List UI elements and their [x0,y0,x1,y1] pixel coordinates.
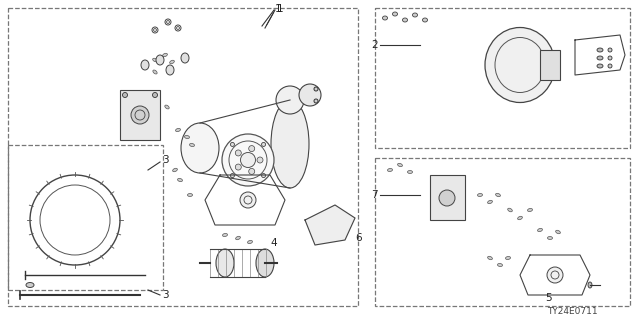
Text: 1: 1 [275,4,282,14]
Ellipse shape [131,106,149,124]
Ellipse shape [152,70,157,74]
Ellipse shape [597,48,603,52]
Ellipse shape [178,178,182,182]
Ellipse shape [488,256,492,260]
Ellipse shape [249,146,255,152]
Text: 7: 7 [371,190,378,200]
Text: 2: 2 [371,40,378,50]
Ellipse shape [314,99,318,103]
Bar [8,8,358,306]
Ellipse shape [527,209,532,212]
Ellipse shape [230,173,234,178]
Ellipse shape [236,236,241,240]
Ellipse shape [497,263,502,267]
Ellipse shape [388,168,392,172]
Ellipse shape [276,86,304,114]
Bar [8,145,163,290]
Bar [430,175,465,220]
Ellipse shape [518,216,522,220]
Ellipse shape [256,249,274,277]
Ellipse shape [439,190,455,206]
Text: 4: 4 [270,238,276,248]
Bar [540,50,560,80]
Text: 5: 5 [545,293,552,303]
Ellipse shape [230,142,234,147]
Ellipse shape [154,28,157,31]
Ellipse shape [299,84,321,106]
Ellipse shape [488,201,493,204]
Ellipse shape [166,65,174,75]
Text: 6: 6 [355,233,362,243]
Text: 3: 3 [162,290,168,300]
Ellipse shape [608,64,612,68]
Ellipse shape [506,256,511,260]
Ellipse shape [548,236,552,240]
Ellipse shape [173,168,177,172]
Ellipse shape [185,135,189,139]
Ellipse shape [597,56,603,60]
Ellipse shape [508,208,513,212]
Text: TY24E0711: TY24E0711 [547,308,598,316]
Bar [375,158,630,306]
Ellipse shape [156,93,161,97]
Ellipse shape [241,153,255,167]
Ellipse shape [249,168,255,174]
Bar [375,8,630,148]
Ellipse shape [181,53,189,63]
Ellipse shape [236,164,241,170]
Ellipse shape [222,134,274,186]
Ellipse shape [408,170,412,174]
Ellipse shape [495,194,500,196]
Ellipse shape [177,27,179,29]
Ellipse shape [608,56,612,60]
Ellipse shape [122,92,127,98]
Ellipse shape [175,129,180,132]
Ellipse shape [164,105,170,109]
Ellipse shape [236,150,241,156]
Ellipse shape [216,249,234,277]
Ellipse shape [413,13,417,17]
Ellipse shape [556,230,561,234]
Ellipse shape [152,58,157,62]
Ellipse shape [314,87,318,91]
Ellipse shape [163,53,168,57]
Ellipse shape [271,100,309,188]
Ellipse shape [403,18,408,22]
Text: 1: 1 [277,4,284,14]
Ellipse shape [547,267,563,283]
Ellipse shape [26,283,34,287]
Ellipse shape [248,240,252,244]
Ellipse shape [262,173,266,178]
Ellipse shape [392,12,397,16]
Ellipse shape [262,142,266,147]
Text: 3: 3 [162,155,168,165]
Ellipse shape [597,64,603,68]
Ellipse shape [588,282,592,288]
Ellipse shape [257,157,263,163]
Ellipse shape [223,233,227,237]
Ellipse shape [383,16,387,20]
Polygon shape [305,205,355,245]
Ellipse shape [477,193,483,197]
Ellipse shape [181,123,219,173]
Ellipse shape [189,143,195,147]
Ellipse shape [147,99,152,101]
Ellipse shape [188,193,192,197]
Ellipse shape [166,20,170,23]
Ellipse shape [240,192,256,208]
Ellipse shape [397,164,403,167]
Ellipse shape [156,55,164,65]
Ellipse shape [152,92,157,98]
Ellipse shape [538,228,543,231]
Ellipse shape [485,28,555,102]
Ellipse shape [170,60,175,63]
Ellipse shape [422,18,428,22]
Ellipse shape [608,48,612,52]
Bar [120,90,160,140]
Ellipse shape [141,60,149,70]
